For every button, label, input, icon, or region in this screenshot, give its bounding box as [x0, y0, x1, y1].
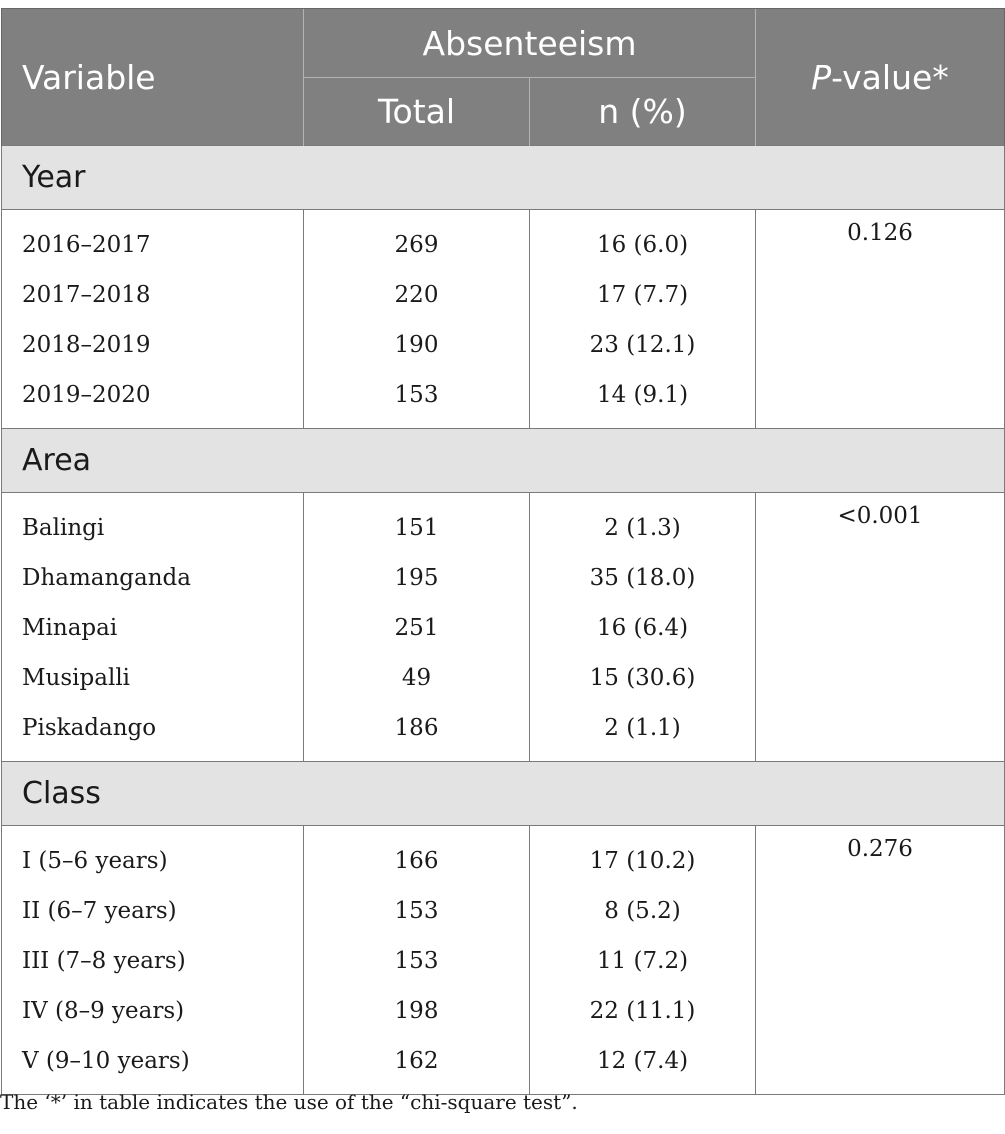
row-label: II (6–7 years)	[1, 886, 304, 936]
row-n-percent: 23 (12.1)	[528, 320, 757, 370]
row-n-percent: 22 (11.1)	[528, 986, 757, 1036]
table-row: Piskadango 186 2 (1.1)	[1, 703, 1005, 762]
row-label: IV (8–9 years)	[1, 986, 304, 1036]
table-row: V (9–10 years) 162 12 (7.4)	[1, 1036, 1005, 1095]
row-p-value: <0.001	[755, 492, 1005, 762]
row-total: 153	[303, 370, 530, 429]
row-n-percent: 16 (6.4)	[528, 603, 757, 653]
row-p-value: 0.126	[755, 209, 1005, 429]
table-row: 2017–2018 220 17 (7.7)	[1, 270, 1005, 320]
header-total: Total	[303, 77, 530, 146]
row-label: Musipalli	[1, 653, 304, 703]
table-footnote: The ‘*’ in table indicates the use of th…	[0, 1090, 578, 1114]
row-label: 2019–2020	[1, 370, 304, 429]
row-label: Minapai	[1, 603, 304, 653]
row-total: 49	[303, 653, 530, 703]
header-n-percent: n (%)	[528, 77, 756, 146]
section-title: Area	[0, 428, 1005, 493]
table-row: III (7–8 years) 153 11 (7.2)	[1, 936, 1005, 986]
row-total: 220	[303, 270, 530, 320]
row-total: 251	[303, 603, 530, 653]
row-label: 2018–2019	[1, 320, 304, 370]
row-n-percent: 35 (18.0)	[528, 553, 757, 603]
row-label: III (7–8 years)	[1, 936, 304, 986]
row-total: 166	[303, 825, 530, 886]
section-row-area: Area	[0, 428, 1005, 493]
row-n-percent: 2 (1.3)	[528, 492, 757, 553]
table-header: Variable Absenteeism P-value* Total n (%…	[1, 8, 1005, 146]
row-n-percent: 15 (30.6)	[528, 653, 757, 703]
table-row: 2018–2019 190 23 (12.1)	[1, 320, 1005, 370]
row-label: Dhamanganda	[1, 553, 304, 603]
row-total: 198	[303, 986, 530, 1036]
header-variable: Variable	[1, 8, 304, 146]
row-n-percent: 2 (1.1)	[528, 703, 757, 762]
row-n-percent: 12 (7.4)	[528, 1036, 757, 1095]
row-label: Piskadango	[1, 703, 304, 762]
absenteeism-table: Variable Absenteeism P-value* Total n (%…	[0, 8, 1005, 1095]
row-n-percent: 14 (9.1)	[528, 370, 757, 429]
row-p-value: 0.276	[755, 825, 1005, 1095]
row-total: 153	[303, 886, 530, 936]
row-label: Balingi	[1, 492, 304, 553]
row-label: I (5–6 years)	[1, 825, 304, 886]
table-body: Year 2016–2017 269 16 (6.0) 0.126 2017–2018 22…	[0, 145, 1005, 1095]
header-absenteeism: Absenteeism	[302, 8, 756, 78]
section-title: Year	[0, 145, 1005, 210]
section-row-class: Class	[0, 761, 1005, 826]
p-italic: P	[811, 57, 832, 97]
row-label: 2017–2018	[1, 270, 304, 320]
row-n-percent: 11 (7.2)	[528, 936, 757, 986]
row-total: 151	[303, 492, 530, 553]
section-title: Class	[0, 761, 1005, 826]
table-row: 2019–2020 153 14 (9.1)	[1, 370, 1005, 429]
table-row: IV (8–9 years) 198 22 (11.1)	[1, 986, 1005, 1036]
table-row: II (6–7 years) 153 8 (5.2)	[1, 886, 1005, 936]
table-row: Dhamanganda 195 35 (18.0)	[1, 553, 1005, 603]
section-row-year: Year	[0, 145, 1005, 210]
row-label: 2016–2017	[1, 209, 304, 270]
row-total: 162	[303, 1036, 530, 1095]
table-row: I (5–6 years) 166 17 (10.2) 0.276	[1, 825, 1005, 1095]
p-rest: -value*	[831, 57, 949, 97]
row-n-percent: 17 (10.2)	[528, 825, 757, 886]
row-label: V (9–10 years)	[1, 1036, 304, 1095]
row-total: 190	[303, 320, 530, 370]
row-total: 186	[303, 703, 530, 762]
row-total: 153	[303, 936, 530, 986]
row-n-percent: 8 (5.2)	[528, 886, 757, 936]
header-p-value: P-value*	[755, 8, 1005, 146]
table-row: Minapai 251 16 (6.4)	[1, 603, 1005, 653]
row-n-percent: 17 (7.7)	[528, 270, 757, 320]
row-total: 269	[303, 209, 530, 270]
table-row: Musipalli 49 15 (30.6)	[1, 653, 1005, 703]
row-total: 195	[303, 553, 530, 603]
row-n-percent: 16 (6.0)	[528, 209, 757, 270]
table-row: Balingi 151 2 (1.3) <0.001	[1, 492, 1005, 762]
table-row: 2016–2017 269 16 (6.0) 0.126	[1, 209, 1005, 429]
